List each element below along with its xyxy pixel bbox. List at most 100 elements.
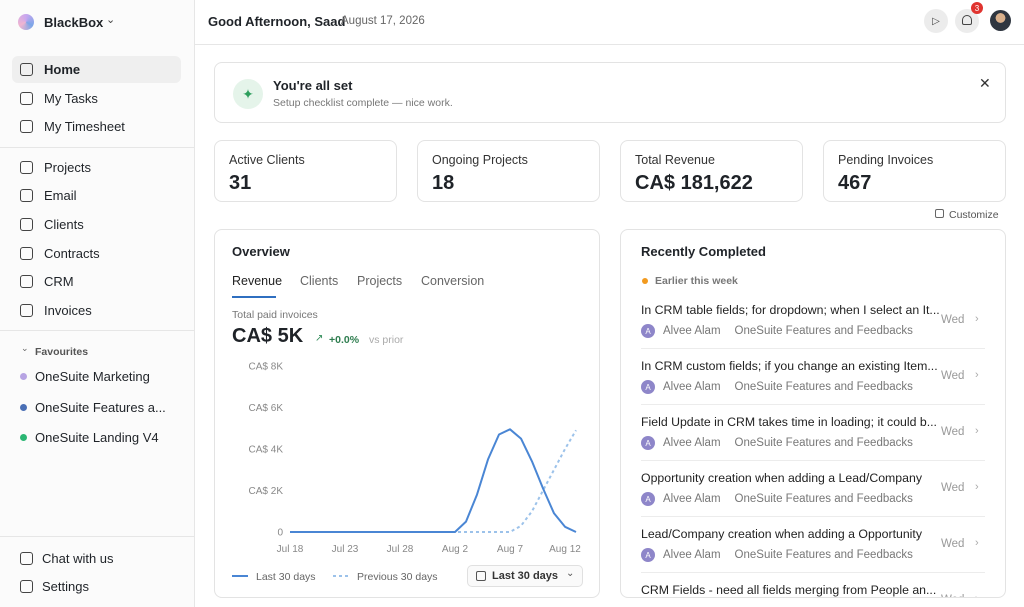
nav-label: Clients [44, 217, 84, 232]
item-title: In CRM custom fields; if you change an e… [641, 359, 938, 373]
nav-label: CRM [44, 274, 74, 290]
favourite-dot [20, 403, 27, 411]
footer-label: Chat with us [42, 551, 114, 566]
nav-icon [20, 218, 33, 231]
nav-label: My Tasks [44, 90, 98, 106]
item-chevron: › [975, 425, 979, 437]
legend-label: Previous 30 days [357, 571, 438, 583]
banner-subtitle: Setup checklist complete — nice work. [273, 97, 453, 109]
favourite-item[interactable]: OneSuite Marketing [12, 363, 181, 390]
overview-title: Overview [232, 244, 290, 259]
play-button[interactable]: ▷ [924, 9, 948, 33]
avatar[interactable] [990, 10, 1011, 31]
item-chevron: › [975, 369, 979, 381]
x-tick-label: Aug 2 [442, 544, 469, 555]
item-chevron: › [975, 481, 979, 493]
nav-item[interactable]: Email [12, 182, 181, 209]
stat-value: CA$ 181,622 [635, 172, 753, 194]
group-label: Earlier this week [655, 275, 738, 287]
nav-icon [20, 189, 33, 203]
stat-card: Total Revenue CA$ 181,622 [620, 140, 803, 202]
calendar-icon [476, 571, 486, 581]
range-label: Last 30 days [492, 570, 559, 582]
nav-item[interactable]: My Tasks [12, 85, 181, 112]
nav-icon [20, 303, 33, 317]
workspace-name[interactable]: BlackBox [44, 15, 104, 30]
item-avatar: A [641, 492, 655, 506]
tab-underline [232, 296, 276, 298]
item-project: OneSuite Features and Feedbacks [734, 549, 913, 561]
nav-icon [20, 160, 33, 174]
customize-icon[interactable] [935, 209, 944, 218]
metric-label: Total paid invoices [232, 309, 318, 321]
metric-value: CA$ 5K [232, 325, 304, 347]
workspace-chevron[interactable]: ⌄ [106, 14, 116, 26]
item-project: OneSuite Features and Feedbacks [734, 381, 913, 393]
setup-banner: ✦ You're all set Setup checklist complet… [214, 62, 1006, 123]
greeting: Good Afternoon, Saad [208, 14, 346, 29]
footer-item[interactable]: Chat with us [12, 545, 181, 572]
recent-title: Recently Completed [641, 244, 766, 259]
series-line [290, 429, 577, 533]
nav-item[interactable]: Clients [12, 211, 181, 238]
favourite-label: OneSuite Landing V4 [35, 430, 159, 445]
item-avatar: A [641, 324, 655, 338]
customize-link[interactable]: Customize [949, 209, 999, 221]
item-avatar: A [641, 436, 655, 450]
item-meta: A Alvee Alam OneSuite Features and Feedbac… [641, 380, 913, 394]
stat-card: Pending Invoices 467 [823, 140, 1006, 202]
item-title: Opportunity creation when adding a Lead/… [641, 471, 922, 485]
favourite-label: OneSuite Features a... [35, 399, 166, 415]
nav-item[interactable]: My Timesheet [12, 113, 181, 140]
favourites-chevron: ⌄ [21, 343, 29, 354]
nav-icon [20, 120, 33, 134]
favourite-label: OneSuite Marketing [35, 369, 150, 385]
tab[interactable]: Clients [300, 274, 339, 288]
stat-label: Active Clients [229, 153, 305, 167]
item-day: Wed [941, 426, 965, 438]
item-separator [641, 460, 985, 461]
footer-icon [20, 579, 33, 593]
y-tick-label: CA$ 6K [249, 403, 284, 414]
favourite-dot [20, 434, 27, 441]
item-user: Alvee Alam [663, 325, 721, 337]
stat-card: Ongoing Projects 18 [417, 140, 600, 202]
favourite-item[interactable]: OneSuite Features a... [12, 394, 181, 421]
item-title: Lead/Company creation when adding a Oppo… [641, 527, 922, 541]
nav-item[interactable]: Contracts [12, 240, 181, 267]
nav-item[interactable]: Projects [12, 154, 181, 181]
y-tick-label: CA$ 8K [249, 362, 284, 373]
recent-card: Recently Completed Earlier this week In … [620, 229, 1006, 598]
item-meta: A Alvee Alam OneSuite Features and Feedbac… [641, 436, 913, 450]
footer-label: Settings [42, 578, 89, 594]
item-day: Wed [941, 594, 964, 597]
x-tick-label: Aug 7 [497, 544, 524, 555]
item-title: In CRM table fields; for dropdown; when … [641, 303, 940, 317]
favourite-item[interactable]: OneSuite Landing V4 [12, 424, 181, 451]
tab[interactable]: Conversion [421, 274, 485, 288]
nav-item[interactable]: Home [12, 56, 181, 83]
sidebar: BlackBox ⌄ Home My Tasks My Timesheet Proje… [0, 0, 195, 607]
footer-item[interactable]: Settings [12, 573, 181, 600]
group-dot [642, 278, 648, 284]
item-separator [641, 572, 985, 573]
range-chevron: ⌄ [566, 568, 575, 579]
item-chevron: › [975, 313, 979, 325]
close-button[interactable]: ✕ [979, 75, 991, 91]
stat-value: 31 [229, 172, 252, 194]
tab[interactable]: Projects [357, 274, 403, 288]
nav-item[interactable]: Invoices [12, 297, 181, 324]
item-meta: A Alvee Alam OneSuite Features and Feedbac… [641, 324, 913, 338]
series-line [290, 428, 577, 533]
y-tick-label: CA$ 2K [249, 486, 284, 497]
nav-item[interactable]: CRM [12, 268, 181, 295]
x-tick-label: Jul 23 [332, 544, 359, 555]
item-avatar: A [641, 548, 655, 562]
tab[interactable]: Revenue [232, 274, 283, 288]
range-select[interactable]: Last 30 days ⌄ [467, 565, 583, 587]
nav-label: Invoices [44, 302, 92, 318]
item-day: Wed [941, 370, 965, 382]
chart: 0 CA$ 2K CA$ 4K CA$ 6K CA$ 8K Jul 18 Jul 23 Jul… [232, 362, 581, 583]
item-project: OneSuite Features and Feedbacks [734, 493, 913, 505]
